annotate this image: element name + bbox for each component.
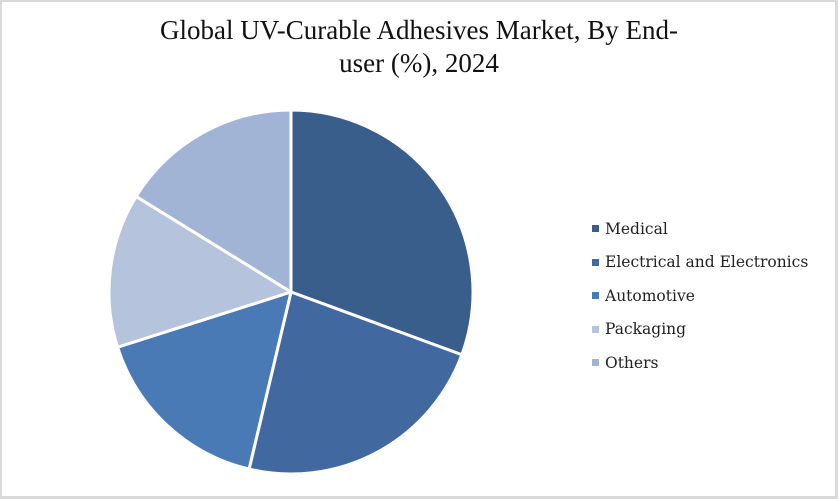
legend-item-packaging: Packaging [592,313,808,347]
legend-swatch-automotive [592,292,599,300]
legend: Medical Electrical and Electronics Autom… [592,212,808,380]
pie-slice-others [134,108,293,294]
chart-title: Global UV-Curable Adhesives Market, By E… [0,14,838,80]
chart-title-line-1: Global UV-Curable Adhesives Market, By E… [160,15,678,45]
pie-slice-packaging [107,194,293,349]
legend-label-medical: Medical [605,219,668,238]
legend-label-others: Others [605,353,659,372]
legend-swatch-electrical [592,258,599,266]
pie-slice-automotive [116,290,293,471]
pie-slice-medical [289,108,475,357]
legend-swatch-others [592,359,599,367]
legend-label-packaging: Packaging [605,320,687,339]
legend-label-electrical: Electrical and Electronics [605,253,809,272]
pie-slices [107,108,475,476]
legend-swatch-medical [592,225,599,233]
legend-item-others: Others [592,346,808,380]
legend-item-automotive: Automotive [592,279,808,313]
legend-label-automotive: Automotive [605,286,695,305]
chart-title-line-2: user (%), 2024 [339,48,499,78]
legend-swatch-packaging [592,325,599,333]
pie-slice-electrical-and-electronics [247,290,464,476]
legend-item-electrical-and-electronics: Electrical and Electronics [592,246,808,280]
legend-item-medical: Medical [592,212,808,246]
